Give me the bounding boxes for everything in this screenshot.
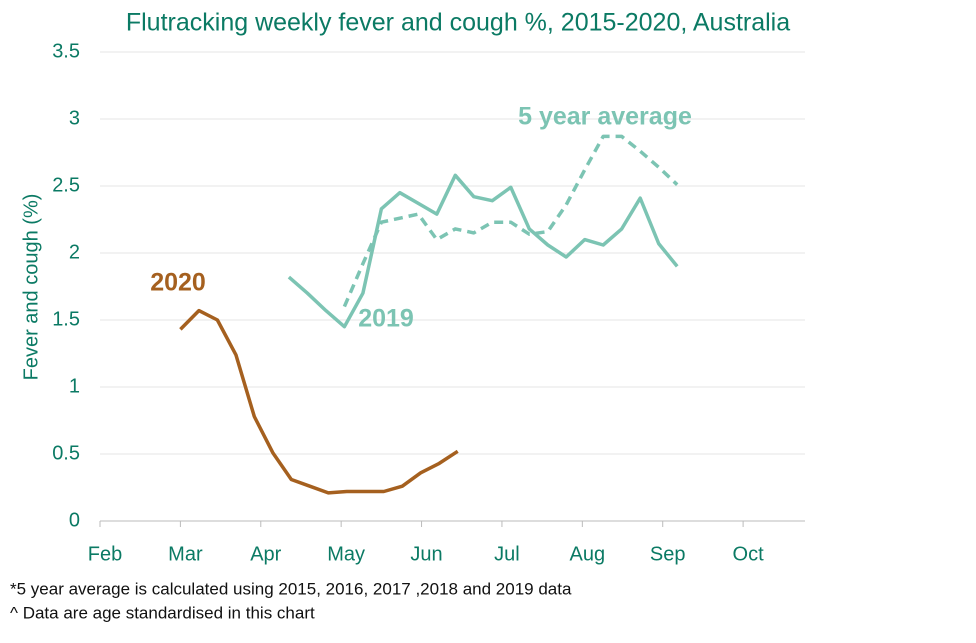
y-tick-label: 0 xyxy=(69,509,80,531)
x-tick-label: Jun xyxy=(410,543,442,565)
chart-title: Flutracking weekly fever and cough %, 20… xyxy=(126,9,790,37)
y-tick-label: 3.5 xyxy=(52,40,80,62)
y-tick-label: 0.5 xyxy=(52,442,80,464)
series-line xyxy=(342,134,679,308)
y-tick-label: 2 xyxy=(69,241,80,263)
series-line xyxy=(179,308,459,495)
x-tick-label: Oct xyxy=(733,543,765,565)
y-tick-label: 2.5 xyxy=(52,174,80,196)
series-label: 2019 xyxy=(358,305,414,333)
y-axis-label: Fever and cough (%) xyxy=(20,194,42,381)
x-tick-label: Mar xyxy=(168,543,203,565)
x-tick-label: Apr xyxy=(250,543,281,565)
x-tick-label: Aug xyxy=(570,543,606,565)
footnote: *5 year average is calculated using 2015… xyxy=(10,579,572,598)
x-tick-label: Jul xyxy=(494,543,520,565)
x-tick-label: May xyxy=(327,543,365,565)
series-label: 5 year average xyxy=(518,103,692,131)
y-tick-label: 3 xyxy=(69,107,80,129)
y-tick-label: 1 xyxy=(69,375,80,397)
series-label: 2020 xyxy=(150,269,206,297)
x-tick-label: Sep xyxy=(650,543,686,565)
footnote: ^ Data are age standardised in this char… xyxy=(10,603,315,622)
x-tick-label: Feb xyxy=(88,543,122,565)
y-tick-label: 1.5 xyxy=(52,308,80,330)
series-line xyxy=(287,173,679,329)
